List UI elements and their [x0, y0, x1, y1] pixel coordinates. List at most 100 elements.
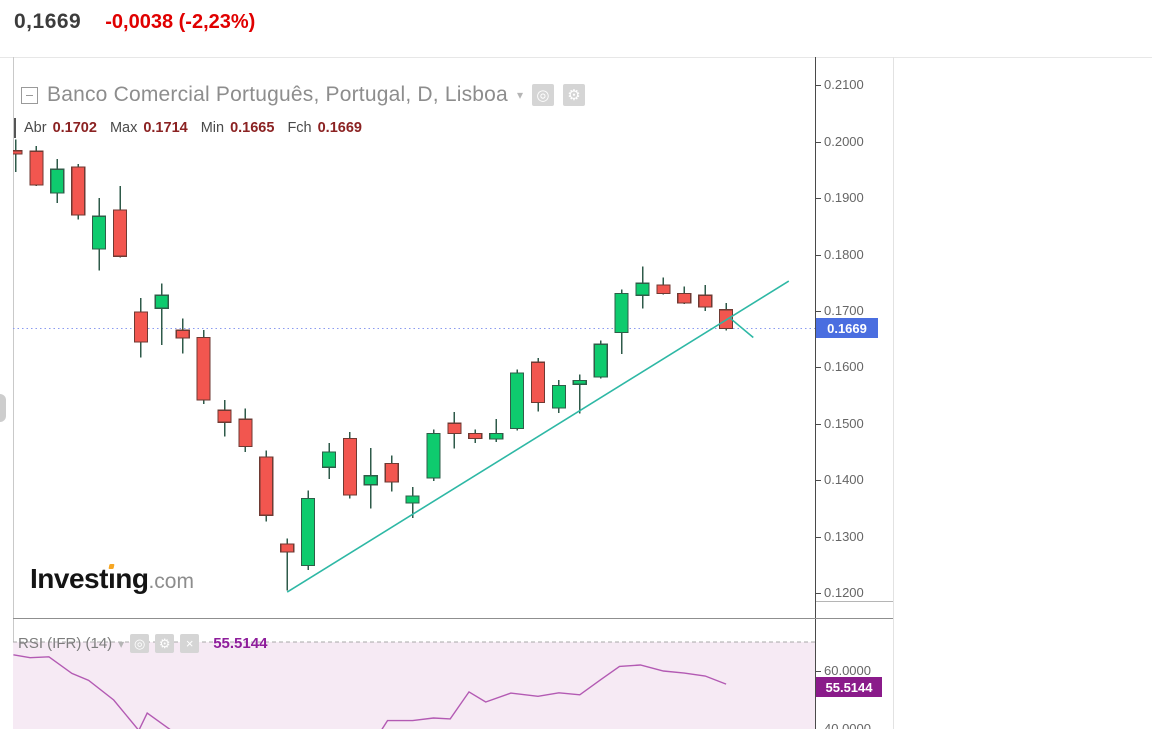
candle-body — [551, 384, 567, 409]
axis-tick-mark — [815, 311, 821, 312]
rsi-chart-canvas[interactable] — [13, 618, 815, 729]
open-label: Abr — [24, 120, 47, 136]
rsi-indicator-label: RSI (IFR) (14) — [18, 635, 113, 652]
candle-body — [698, 294, 713, 308]
candlestick — [259, 450, 274, 522]
pane-separator[interactable] — [13, 618, 893, 619]
candlestick — [238, 408, 253, 453]
candle-body — [342, 437, 357, 496]
candlestick — [656, 277, 671, 295]
candlestick — [572, 374, 587, 414]
candlestick — [154, 283, 169, 345]
axis-tick-label: 60.0000 — [824, 663, 871, 678]
axis-tick-mark — [815, 671, 821, 672]
candlestick — [112, 186, 128, 258]
candlestick — [175, 318, 190, 354]
chart-title-row: Banco Comercial Português, Portugal, D, … — [21, 83, 585, 107]
candle-body — [426, 432, 441, 479]
candlestick — [677, 286, 692, 305]
axis-tick-label: 0.1900 — [824, 190, 864, 205]
candle-body — [259, 456, 274, 516]
candlestick — [217, 400, 232, 437]
high-label: Max — [109, 120, 138, 136]
candlestick — [29, 146, 44, 187]
panel-collapse-handle[interactable] — [0, 394, 6, 422]
candle-body — [238, 418, 253, 448]
candlestick — [384, 455, 399, 492]
candle-body — [29, 150, 44, 186]
candlestick — [342, 431, 357, 499]
axis-tick-label: 0.1700 — [824, 303, 864, 318]
candle-body — [384, 462, 399, 483]
close-icon: × — [185, 636, 194, 651]
axis-tick-mark — [815, 142, 821, 143]
low-label: Min — [200, 120, 225, 136]
rsi-current-value: 55.5144 — [213, 635, 268, 652]
trend-line[interactable] — [286, 280, 790, 593]
candlestick — [133, 297, 149, 358]
candle-body — [133, 311, 149, 343]
candlestick — [551, 379, 567, 414]
candle-body — [447, 422, 462, 435]
axis-tick-label: 0.1200 — [824, 585, 864, 600]
chart-settings-button[interactable]: ⚙ — [562, 84, 585, 106]
rsi-indicator-row: RSI (IFR) (14) ▾ ◎ ⚙ × 55.5144 — [18, 634, 267, 653]
axis-tick-label: 0.1500 — [824, 416, 864, 431]
candle-body — [280, 543, 295, 553]
investing-logo: Investıng.com — [30, 563, 194, 594]
candlestick — [196, 330, 211, 405]
candle-body — [363, 475, 378, 486]
low-value: 0.1665 — [230, 120, 275, 136]
axis-tick-mark — [815, 367, 821, 368]
close-label: Fch — [287, 120, 312, 136]
candle-body — [217, 409, 232, 423]
gear-icon: ⚙ — [567, 87, 581, 104]
candle-body — [91, 215, 107, 250]
candle-body — [489, 432, 504, 440]
candlestick — [301, 490, 316, 571]
candle-body — [196, 336, 211, 401]
candlestick — [405, 487, 420, 519]
axis-tick-mark — [815, 85, 821, 86]
trend-line[interactable] — [729, 317, 754, 339]
candle-body — [13, 150, 23, 155]
candle-body — [635, 282, 650, 296]
candlestick — [71, 164, 86, 220]
candlestick — [593, 340, 608, 379]
axis-tick-label: 0.1400 — [824, 472, 864, 487]
price-scale-bottom-line — [816, 601, 893, 602]
candle-body — [510, 372, 525, 429]
chevron-down-icon[interactable]: ▾ — [516, 88, 523, 102]
axis-tick-label: 0.2000 — [824, 134, 864, 149]
candle-body — [572, 379, 587, 385]
candle-body — [530, 361, 546, 404]
symbol-target-button[interactable]: ◎ — [531, 84, 554, 106]
collapse-chart-button[interactable] — [21, 86, 38, 104]
candlestick — [614, 289, 629, 354]
close-value: 0.1669 — [317, 120, 362, 136]
candlestick — [447, 411, 462, 449]
candlestick — [50, 159, 65, 204]
candle-body — [71, 166, 86, 216]
candlestick — [468, 429, 483, 444]
candlestick — [426, 429, 441, 481]
candle-body — [175, 329, 190, 339]
axis-tick-mark — [815, 537, 821, 538]
last-price-badge: 0.1669 — [816, 318, 878, 338]
candle-body — [405, 495, 420, 504]
chart-right-border — [893, 57, 894, 729]
candlestick — [91, 198, 107, 271]
gear-icon: ⚙ — [158, 635, 171, 651]
candle-body — [468, 432, 483, 440]
candle-body — [593, 343, 608, 378]
last-price: 0,1669 — [14, 10, 82, 33]
rsi-settings-button[interactable]: ⚙ — [155, 634, 175, 653]
price-chart-canvas[interactable] — [13, 57, 815, 618]
axis-tick-mark — [815, 255, 821, 256]
rsi-chevron-down-icon[interactable]: ▾ — [118, 636, 125, 651]
candle-body — [301, 497, 316, 567]
rsi-close-button[interactable]: × — [180, 634, 200, 653]
rsi-target-button[interactable]: ◎ — [130, 634, 150, 653]
rsi-value-badge: 55.5144 — [816, 677, 882, 697]
